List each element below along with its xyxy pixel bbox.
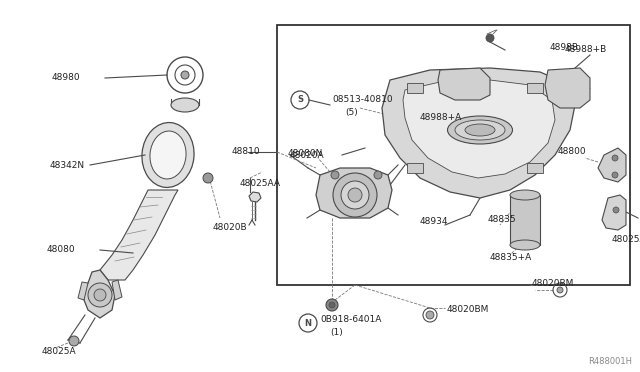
Polygon shape: [403, 80, 555, 178]
Circle shape: [69, 336, 79, 346]
Text: 48020BM: 48020BM: [447, 305, 490, 314]
Circle shape: [341, 181, 369, 209]
Ellipse shape: [510, 240, 540, 250]
Circle shape: [331, 171, 339, 179]
Text: 4898B: 4898B: [550, 44, 579, 52]
Circle shape: [486, 34, 494, 42]
Circle shape: [612, 155, 618, 161]
Text: 48980: 48980: [52, 73, 81, 81]
Ellipse shape: [171, 98, 199, 112]
Polygon shape: [438, 68, 490, 100]
Text: 48020BM: 48020BM: [532, 279, 574, 288]
Polygon shape: [316, 168, 392, 218]
Text: 48025A: 48025A: [612, 235, 640, 244]
Text: 48934: 48934: [420, 218, 449, 227]
Circle shape: [326, 299, 338, 311]
Polygon shape: [602, 195, 626, 230]
Ellipse shape: [142, 122, 194, 187]
Circle shape: [329, 302, 335, 308]
Circle shape: [333, 173, 377, 217]
Text: 48988+A: 48988+A: [420, 113, 462, 122]
Text: 48800: 48800: [558, 148, 587, 157]
Polygon shape: [382, 68, 575, 198]
Text: 48025A: 48025A: [42, 347, 77, 356]
Bar: [527, 163, 543, 173]
Text: (5): (5): [345, 108, 358, 116]
Text: 48835+A: 48835+A: [490, 253, 532, 263]
Ellipse shape: [447, 116, 513, 144]
Text: 48080: 48080: [47, 246, 76, 254]
Text: (1): (1): [330, 327, 343, 337]
Polygon shape: [249, 192, 261, 202]
Text: 48020B: 48020B: [213, 224, 248, 232]
Ellipse shape: [150, 131, 186, 179]
Polygon shape: [82, 270, 115, 318]
Text: 48810: 48810: [232, 148, 260, 157]
Polygon shape: [598, 148, 626, 182]
Polygon shape: [545, 68, 590, 108]
Polygon shape: [100, 190, 178, 280]
Text: 48080N: 48080N: [288, 148, 323, 157]
Circle shape: [426, 311, 434, 319]
Circle shape: [181, 71, 189, 79]
Bar: [527, 83, 543, 93]
Text: 08513-40810: 08513-40810: [332, 96, 392, 105]
Text: R488001H: R488001H: [588, 357, 632, 366]
Text: 48988+B: 48988+B: [565, 45, 607, 55]
Circle shape: [613, 207, 619, 213]
Bar: [407, 83, 423, 93]
Text: 48835: 48835: [488, 215, 516, 224]
Bar: [510, 195, 540, 245]
Text: S: S: [297, 96, 303, 105]
Ellipse shape: [465, 124, 495, 136]
Polygon shape: [78, 282, 88, 300]
Circle shape: [348, 188, 362, 202]
Text: 48025AA: 48025AA: [240, 179, 281, 187]
Bar: [277, 25, 630, 285]
Text: 0B918-6401A: 0B918-6401A: [320, 315, 381, 324]
Ellipse shape: [455, 120, 505, 140]
Ellipse shape: [510, 190, 540, 200]
Text: N: N: [305, 318, 312, 327]
Circle shape: [557, 287, 563, 293]
Circle shape: [88, 283, 112, 307]
Circle shape: [203, 173, 213, 183]
Bar: [407, 163, 423, 173]
Circle shape: [612, 172, 618, 178]
Text: 48342N: 48342N: [50, 160, 85, 170]
Text: 48020A: 48020A: [290, 151, 324, 160]
Polygon shape: [112, 280, 122, 300]
Circle shape: [374, 171, 382, 179]
Circle shape: [94, 289, 106, 301]
